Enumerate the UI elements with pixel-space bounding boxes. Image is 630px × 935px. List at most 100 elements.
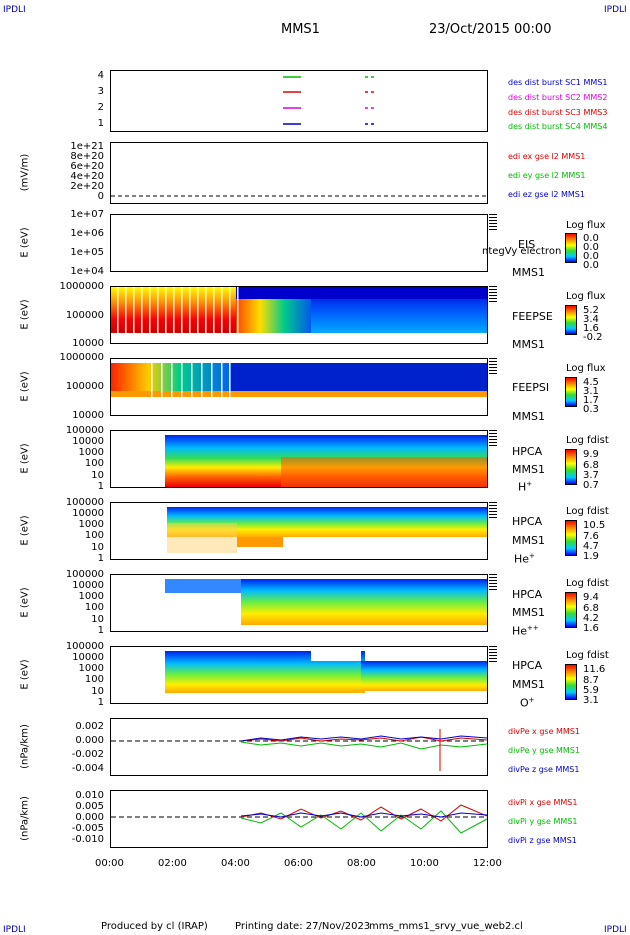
feepse-ytick: 100000	[65, 310, 104, 321]
burst-legend-2: des dist burst SC2 MMS2	[508, 93, 608, 102]
hpca-he-spectrogram	[167, 507, 487, 553]
feepsi-cb-value: 3.1	[583, 386, 599, 397]
footer-filename: mms_mms1_srvy_vue_web2.cl	[369, 921, 523, 932]
feepse-cb-value: -0.2	[583, 332, 603, 343]
edi-legend-z: edi ez gse l2 MMS1	[508, 190, 585, 199]
hpca-h-hot-region	[281, 457, 487, 487]
hpca-h-ytick: 10	[91, 470, 104, 481]
hpca-he-band	[167, 507, 487, 537]
burst-legend-1: des dist burst SC1 MMS1	[508, 78, 608, 87]
hpca-he-ylabel: E (eV)	[19, 515, 31, 546]
eis-cb-title: Log flux	[566, 220, 606, 231]
feepsi-early-region	[111, 363, 236, 395]
eis-ylabel: E (eV)	[19, 227, 31, 258]
feepse-cb-title: Log flux	[566, 291, 606, 302]
feepsi-cb-value: 0.3	[583, 404, 599, 415]
divpi-legend-y: divPi y gse MMS1	[508, 817, 578, 826]
divpe-y-series	[240, 741, 488, 750]
hpca-he-species-name: He	[514, 552, 530, 566]
divpe-z-series	[240, 735, 488, 742]
hpca-hepp-cb-value: 9.4	[583, 592, 599, 603]
hpca-o-cb-value: 11.6	[583, 664, 606, 675]
feepse-ylabel: E (eV)	[19, 299, 31, 330]
hpca-h-right-ticks	[489, 430, 497, 448]
burst-ytick: 4	[97, 70, 104, 81]
hpca-he-panel	[110, 502, 488, 560]
hpca-o-cb-value: 5.9	[583, 685, 599, 696]
hpca-o-ytick: 10000	[72, 652, 104, 663]
divpi-svg	[111, 804, 488, 834]
divpi-y-series	[240, 810, 488, 834]
hpca-he-cb-value: 1.9	[583, 551, 599, 562]
burst-panel	[110, 70, 488, 132]
x-tick-label: 10:00	[410, 858, 439, 869]
divpe-legend-y: divPe y gse MMS1	[508, 746, 580, 755]
burst-ytick: 2	[97, 102, 104, 113]
hpca-hepp-spectrogram	[165, 579, 487, 625]
hpca-hepp-ytick: 1000	[78, 591, 104, 602]
eis-overlap-text: ntegVy electron to	[482, 246, 575, 257]
hpca-o-ytick: 10	[91, 686, 104, 697]
hpca-o-spectrogram	[165, 651, 487, 693]
hpca-o-cb-value: 8.7	[583, 675, 599, 686]
edi-legend-y: edi ey gse l2 MMS1	[508, 171, 586, 180]
feepse-cb-value: 1.6	[583, 323, 599, 334]
eis-panel	[110, 214, 488, 272]
hpca-hepp-ytick: 100	[84, 602, 104, 613]
hpca-h-cb-value: 3.7	[583, 470, 599, 481]
divpi-z-series	[240, 812, 488, 818]
hpca-hepp-charge: ++	[527, 624, 539, 632]
hpca-hepp-colorbar	[565, 592, 577, 628]
hpca-he-cb-value: 10.5	[583, 520, 606, 531]
hpca-hepp-band	[241, 579, 487, 625]
hpca-h-charge: +	[526, 480, 533, 488]
feepsi-ylabel: E (eV)	[19, 371, 31, 402]
hpca-he-cb-title: Log fdist	[566, 506, 609, 517]
divpe-x-series	[240, 736, 488, 742]
hpca-hepp-ytick: 100000	[65, 569, 104, 580]
feepse-upper-band	[236, 287, 487, 299]
hpca-he-sc: MMS1	[512, 534, 545, 547]
feepse-instrument: FEEPSE	[512, 310, 553, 323]
footer-printing-date: Printing date: 27/Nov/2023	[235, 921, 371, 932]
divpe-panel	[110, 718, 488, 776]
eis-cb-value: 0.0	[583, 233, 599, 244]
hpca-o-cb-value: 3.1	[583, 695, 599, 706]
divpe-ytick: -0.002	[71, 749, 104, 760]
hpca-hepp-ytick: 10000	[72, 580, 104, 591]
hpca-o-species: O+	[520, 696, 535, 710]
hpca-hepp-cb-title: Log fdist	[566, 578, 609, 589]
feepsi-spectrogram	[111, 363, 487, 397]
divpe-ylabel: (nPa/km)	[19, 724, 31, 769]
feepsi-instrument: FEEPSI	[512, 381, 550, 394]
hpca-h-colorbar	[565, 449, 577, 485]
x-tick-label: 02:00	[158, 858, 187, 869]
hpca-he-ytick: 100	[84, 530, 104, 541]
hpca-hepp-cb-value: 1.6	[583, 623, 599, 634]
hpca-he-instrument: HPCA	[512, 515, 543, 528]
hpca-h-panel	[110, 430, 488, 488]
edi-svg	[111, 195, 487, 197]
feepsi-main-region	[231, 363, 487, 391]
burst-legend-3: des dist burst SC3 MMS3	[508, 108, 608, 117]
edi-ytick: 4e+20	[70, 171, 104, 182]
eis-right-ticks	[489, 214, 497, 232]
hpca-o-charge: +	[528, 696, 535, 704]
corner-label-top-left: IPDLI	[3, 5, 26, 15]
hpca-hepp-species: He++	[512, 624, 539, 638]
edi-ytick: 2e+20	[70, 181, 104, 192]
divpe-ytick: 0.000	[75, 735, 104, 746]
divpi-x-series	[240, 804, 488, 822]
divpe-svg	[111, 729, 488, 771]
hpca-he-colorbar	[565, 520, 577, 556]
divpe-legend-z: divPe z gse MMS1	[508, 765, 580, 774]
hpca-h-ytick: 100	[84, 458, 104, 469]
corner-label-bottom-right: IPDLI	[604, 925, 627, 935]
feepsi-cb-title: Log flux	[566, 363, 606, 374]
hpca-o-ytick: 100	[84, 674, 104, 685]
eis-sc: MMS1	[512, 266, 545, 279]
hpca-he-charge: +	[529, 552, 535, 560]
x-tick-label: 08:00	[347, 858, 376, 869]
eis-cb-value: 0.0	[583, 260, 599, 271]
feepsi-ytick: 100000	[65, 381, 104, 392]
